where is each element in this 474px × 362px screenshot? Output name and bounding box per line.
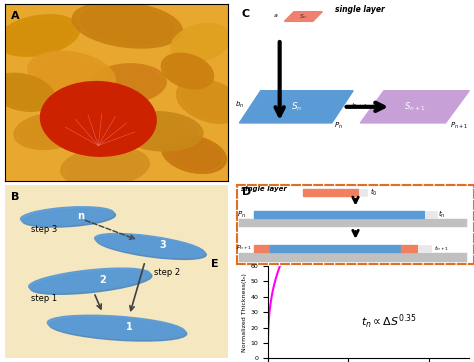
Ellipse shape <box>19 116 79 147</box>
Ellipse shape <box>182 83 238 120</box>
Ellipse shape <box>125 115 197 148</box>
Ellipse shape <box>35 55 109 94</box>
Text: $P_{n+1}$: $P_{n+1}$ <box>450 121 468 131</box>
Text: $t_0$: $t_0$ <box>370 186 377 198</box>
Ellipse shape <box>0 15 80 56</box>
Text: step 3: step 3 <box>31 224 58 233</box>
Text: $S_{n+1}$: $S_{n+1}$ <box>404 101 426 113</box>
Ellipse shape <box>61 147 149 187</box>
Ellipse shape <box>171 24 230 62</box>
Text: $P_n$: $P_n$ <box>237 209 246 220</box>
Bar <box>359 189 367 196</box>
Ellipse shape <box>29 268 150 292</box>
Ellipse shape <box>14 113 85 150</box>
Text: $P_{n+1}$: $P_{n+1}$ <box>236 243 252 252</box>
Text: single layer: single layer <box>336 5 385 14</box>
Ellipse shape <box>165 56 210 86</box>
Ellipse shape <box>88 64 166 103</box>
Polygon shape <box>284 12 322 21</box>
Bar <box>270 245 401 252</box>
Ellipse shape <box>22 209 116 227</box>
Ellipse shape <box>49 317 187 341</box>
Text: single layer: single layer <box>240 186 286 192</box>
Ellipse shape <box>0 73 55 111</box>
Text: $t_{n+1}$: $t_{n+1}$ <box>434 244 449 253</box>
Text: 1: 1 <box>126 322 133 332</box>
Bar <box>239 253 467 262</box>
Ellipse shape <box>28 51 115 98</box>
Ellipse shape <box>40 81 156 156</box>
Ellipse shape <box>95 233 204 257</box>
Ellipse shape <box>175 26 226 59</box>
Ellipse shape <box>176 79 243 123</box>
Ellipse shape <box>167 138 221 171</box>
Text: D: D <box>242 187 251 197</box>
Text: $S_n$: $S_n$ <box>291 101 302 113</box>
Bar <box>401 245 417 252</box>
Text: 3: 3 <box>160 240 166 251</box>
Bar <box>239 219 467 227</box>
Text: $b_{n+1}$: $b_{n+1}$ <box>351 101 367 110</box>
Ellipse shape <box>47 315 185 339</box>
Ellipse shape <box>81 5 174 45</box>
Text: $t_n \propto \Delta S^{0.35}$: $t_n \propto \Delta S^{0.35}$ <box>361 312 417 331</box>
Text: $S_n$: $S_n$ <box>299 12 308 21</box>
Bar <box>419 245 431 252</box>
Ellipse shape <box>118 111 203 151</box>
Text: step 2: step 2 <box>154 268 180 277</box>
Ellipse shape <box>0 76 50 109</box>
Bar <box>254 245 270 252</box>
Ellipse shape <box>94 67 160 100</box>
Ellipse shape <box>30 270 152 294</box>
Polygon shape <box>239 91 353 123</box>
Ellipse shape <box>20 207 114 225</box>
Text: a: a <box>274 13 278 17</box>
Bar <box>254 211 424 218</box>
Text: B: B <box>11 191 20 202</box>
Text: C: C <box>242 9 250 19</box>
Text: 2: 2 <box>100 275 106 285</box>
Text: $P_n$: $P_n$ <box>334 121 343 131</box>
Ellipse shape <box>161 53 213 89</box>
Text: A: A <box>11 11 20 21</box>
Text: E: E <box>211 259 219 269</box>
Ellipse shape <box>96 236 206 260</box>
Bar <box>425 211 437 218</box>
Ellipse shape <box>3 18 73 53</box>
Ellipse shape <box>67 150 143 184</box>
Y-axis label: Normalized Thickness(tₙ): Normalized Thickness(tₙ) <box>242 273 247 352</box>
Ellipse shape <box>72 2 182 48</box>
Ellipse shape <box>162 135 227 173</box>
Text: n: n <box>77 211 84 221</box>
Polygon shape <box>360 91 469 123</box>
Bar <box>303 189 358 196</box>
Text: $t_n$: $t_n$ <box>438 209 446 220</box>
Text: step 1: step 1 <box>31 294 58 303</box>
Text: $b_n$: $b_n$ <box>235 100 244 110</box>
